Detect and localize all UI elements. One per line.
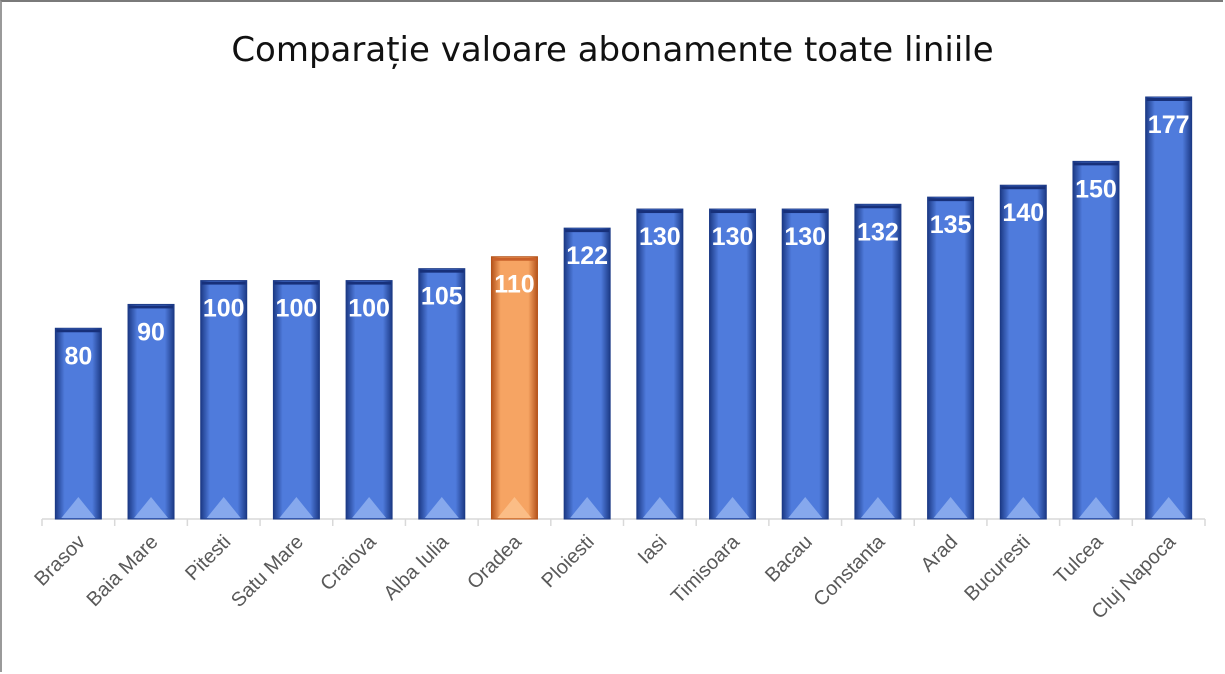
data-label: 130 [784, 223, 826, 251]
x-tick-label: Tulcea [1050, 530, 1108, 588]
data-label: 105 [421, 283, 463, 311]
data-label: 177 [1148, 111, 1190, 139]
data-label: 130 [712, 223, 754, 251]
x-tick-label: Baia Mare [83, 531, 163, 611]
bar-base-highlight [206, 497, 241, 518]
bar [999, 184, 1047, 520]
x-tick-label: Iasi [634, 531, 672, 569]
x-tick-label: Craiova [316, 530, 381, 595]
bar-top-bevel [347, 281, 392, 285]
bar [709, 208, 757, 520]
x-tick-label: Brasov [30, 531, 90, 591]
data-label: 100 [203, 295, 245, 323]
bar-base-highlight [352, 497, 387, 518]
bar [418, 268, 466, 520]
data-label: 130 [639, 223, 681, 251]
bar-top-bevel [710, 210, 755, 214]
bar-base-highlight [424, 497, 459, 518]
bar [345, 280, 393, 520]
bar-top-bevel [201, 281, 246, 285]
bar-top-bevel [1001, 186, 1046, 190]
bar-base-highlight [497, 497, 532, 518]
data-label: 110 [494, 271, 534, 299]
bar-group: 130 [636, 208, 684, 520]
bar-group: 132 [854, 203, 902, 520]
bar-top-bevel [129, 305, 174, 309]
bar-base-highlight [1078, 497, 1113, 518]
bar [272, 280, 320, 520]
bar-group: 90 [127, 303, 175, 520]
bar [54, 327, 102, 520]
x-tick-label: Ploiesti [538, 531, 599, 592]
bar [563, 227, 611, 520]
bar-top-bevel [637, 210, 682, 214]
x-tick-label: Bacau [761, 531, 817, 587]
bar-group: 110 [490, 256, 538, 520]
bar-base-highlight [1006, 497, 1041, 518]
bar [927, 196, 975, 520]
bar-base-highlight [715, 497, 750, 518]
bar-top-bevel [928, 198, 973, 202]
bar-group: 140 [999, 184, 1047, 520]
bar-top-bevel [1146, 98, 1191, 101]
bar-base-highlight [279, 497, 314, 518]
bar [1145, 96, 1193, 520]
bar-base-highlight [61, 497, 96, 518]
bar-group: 100 [200, 280, 248, 520]
data-label: 90 [137, 318, 165, 346]
bar-group: 135 [927, 196, 975, 520]
bar-group: 80 [54, 327, 102, 520]
bar-base-highlight [788, 497, 823, 518]
x-tick-label: Arad [917, 531, 962, 576]
bar [127, 303, 175, 520]
bar-base-highlight [642, 497, 677, 518]
bar-group: 100 [272, 280, 320, 520]
bar [636, 208, 684, 520]
bar-top-bevel [274, 281, 319, 285]
x-tick-label: Constanta [809, 530, 890, 611]
bar-base-highlight [860, 497, 895, 518]
x-tick-label: Alba Iulia [380, 530, 454, 604]
bar [1072, 160, 1120, 520]
bar-top-bevel [56, 329, 101, 333]
x-tick-label: Oradea [463, 530, 526, 593]
x-tick-label: Pitesti [181, 531, 235, 585]
bar-group: 177 [1145, 96, 1193, 520]
bar [781, 208, 829, 520]
bar-base-highlight [1151, 497, 1186, 518]
bar-top-bevel [565, 229, 610, 233]
bar-group: 122 [563, 227, 611, 520]
data-label: 100 [276, 295, 318, 323]
bar-group: 100 [345, 280, 393, 520]
x-tick-label: Timisoara [667, 530, 745, 608]
bar-base-highlight [933, 497, 968, 518]
data-label: 150 [1075, 175, 1117, 203]
bar-top-bevel [419, 269, 464, 273]
bar-top-bevel [1073, 162, 1118, 166]
bar-group: 150 [1072, 160, 1120, 520]
data-label: 132 [857, 218, 899, 246]
x-tick-label: Satu Mare [227, 531, 308, 612]
x-tick-label: Bucuresti [960, 531, 1035, 606]
bar [490, 256, 538, 520]
bar-top-bevel [855, 205, 900, 209]
bar-base-highlight [570, 497, 605, 518]
bar-base-highlight [134, 497, 169, 518]
bar-group: 130 [709, 208, 757, 520]
bar [854, 203, 902, 520]
bar-top-bevel [492, 257, 537, 261]
bar [200, 280, 248, 520]
chart-title: Comparație valoare abonamente toate lini… [231, 30, 994, 70]
data-label: 135 [930, 211, 972, 239]
bar-group: 105 [418, 268, 466, 520]
bar-group: 130 [781, 208, 829, 520]
data-label: 100 [348, 295, 390, 323]
data-label: 140 [1002, 199, 1044, 227]
bar-top-bevel [783, 210, 828, 214]
data-label: 122 [566, 242, 608, 270]
data-label: 80 [64, 342, 92, 370]
